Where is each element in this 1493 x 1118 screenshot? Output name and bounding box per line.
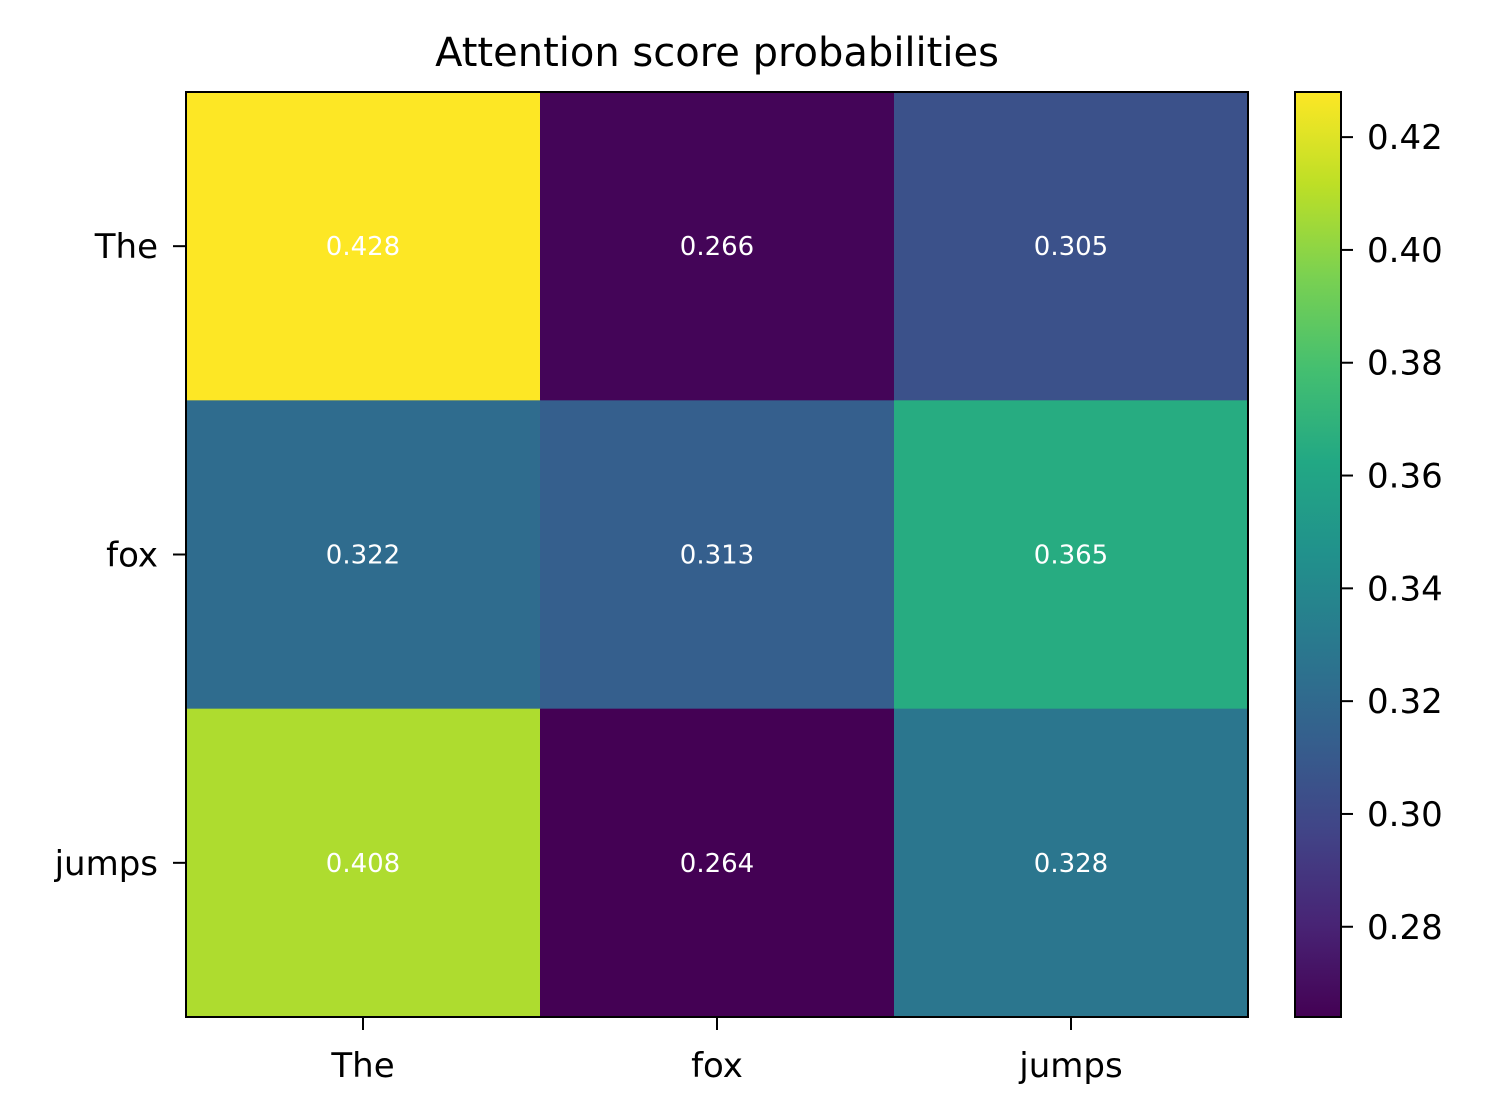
colorbar-gradient bbox=[1295, 92, 1341, 1017]
heatmap-cell bbox=[540, 400, 895, 710]
heatmap-cell bbox=[540, 708, 895, 1018]
x-tick-label: fox bbox=[691, 1046, 743, 1086]
cell-value-label: 0.322 bbox=[326, 541, 400, 571]
y-tick-label: The bbox=[94, 227, 158, 267]
colorbar-tick-label: 0.38 bbox=[1367, 344, 1443, 384]
chart-title: Attention score probabilities bbox=[435, 30, 999, 76]
colorbar-tick-label: 0.28 bbox=[1367, 908, 1443, 948]
colorbar: 0.28 0.30 0.32 0.34 0.36 0.38 0.40 0.42 bbox=[1294, 91, 1443, 1018]
heatmap-cells bbox=[186, 92, 1249, 1018]
y-tick-label: fox bbox=[106, 536, 158, 576]
colorbar-frame bbox=[1294, 91, 1342, 1018]
colorbar-tick-label: 0.30 bbox=[1367, 795, 1443, 835]
colorbar-tick-label: 0.42 bbox=[1367, 118, 1443, 158]
y-tick-label: jumps bbox=[54, 844, 158, 884]
heatmap-cell bbox=[540, 92, 895, 401]
heatmap-cell bbox=[894, 708, 1249, 1018]
colorbar-tick-label: 0.36 bbox=[1367, 457, 1443, 497]
colorbar-tick-label: 0.40 bbox=[1367, 231, 1443, 271]
y-axis: The fox jumps bbox=[54, 227, 186, 884]
x-axis: The fox jumps bbox=[330, 1017, 1123, 1086]
plot-frame bbox=[185, 91, 1249, 1018]
cell-value-label: 0.266 bbox=[680, 232, 754, 262]
cell-value-label: 0.365 bbox=[1034, 541, 1108, 571]
heatmap-cell-labels: 0.428 0.266 0.305 0.322 0.313 0.365 0.408 0.264… bbox=[326, 232, 1108, 879]
cell-value-label: 0.328 bbox=[1034, 849, 1108, 879]
heatmap-cell bbox=[894, 92, 1249, 401]
colorbar-tick-label: 0.32 bbox=[1367, 682, 1443, 722]
cell-value-label: 0.313 bbox=[680, 541, 754, 571]
heatmap-cell bbox=[894, 400, 1249, 710]
cell-value-label: 0.408 bbox=[326, 849, 400, 879]
x-tick-label: jumps bbox=[1018, 1046, 1122, 1086]
cell-value-label: 0.264 bbox=[680, 849, 754, 879]
heatmap-cell bbox=[186, 92, 541, 401]
cell-value-label: 0.428 bbox=[326, 232, 400, 262]
heatmap-cell bbox=[186, 708, 541, 1018]
cell-value-label: 0.305 bbox=[1034, 232, 1108, 262]
heatmap-cell bbox=[186, 400, 541, 710]
x-tick-label: The bbox=[330, 1046, 394, 1086]
colorbar-tick-label: 0.34 bbox=[1367, 569, 1443, 609]
